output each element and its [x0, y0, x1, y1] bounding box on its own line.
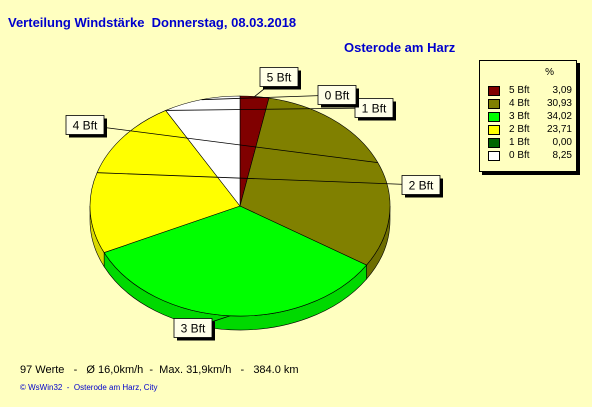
legend-swatch — [488, 151, 500, 161]
pie-slices — [89, 95, 391, 317]
legend-item-5-bft: 5 Bft 3,09 — [488, 85, 572, 97]
legend-label: 5 Bft — [509, 85, 530, 96]
legend-value: 3,09 — [552, 85, 572, 96]
legend-item-3-bft: 3 Bft 34,02 — [488, 111, 572, 123]
location-label: Osterode am Harz — [344, 40, 456, 55]
legend-value: 34,02 — [546, 111, 572, 122]
legend-item-1-bft: 1 Bft 0,00 — [488, 137, 572, 149]
slice-label-text: 0 Bft — [325, 89, 350, 103]
slice-label-text: 3 Bft — [181, 322, 206, 336]
chart-title: Verteilung Windstärke Donnerstag, 08.03.… — [8, 15, 297, 30]
legend-label: 2 Bft — [509, 124, 530, 135]
legend-label: 3 Bft — [509, 111, 530, 122]
legend-item-2-bft: 2 Bft 23,71 — [488, 124, 572, 136]
slice-label-3-bft: 3 Bft — [173, 318, 215, 341]
legend-label: 1 Bft — [509, 137, 530, 148]
legend-header: % — [545, 67, 554, 78]
label-leader-lines — [84, 76, 422, 329]
legend-value: 30,93 — [546, 98, 572, 109]
slice-label-4-bft: 4 Bft — [65, 115, 107, 138]
slice-label-1-bft: 1 Bft — [354, 98, 396, 121]
slice-label-2-bft: 2 Bft — [401, 175, 443, 198]
legend-swatch — [488, 86, 500, 96]
chart-legend: % 5 Bft 3,09 4 Bft 30,93 3 Bft 34,02 2 Bft 23,7… — [479, 60, 577, 172]
summary-stats: 97 Werte - Ø 16,0km/h - Max. 31,9km/h - … — [20, 364, 299, 376]
legend-value: 0,00 — [552, 137, 572, 148]
slice-label-0-bft: 0 Bft — [317, 85, 359, 108]
slice-label-text: 1 Bft — [362, 102, 387, 116]
leader-line-4-bft — [84, 124, 378, 164]
slice-label-text: 4 Bft — [73, 119, 98, 133]
leader-line-2-bft — [97, 172, 422, 186]
leader-line-0-bft — [201, 94, 338, 101]
slice-label-text: 2 Bft — [409, 179, 434, 193]
legend-swatch — [488, 99, 500, 109]
software-credit: © WsWin32 - Osterode am Harz, City — [20, 383, 158, 392]
legend-swatch — [488, 125, 500, 135]
legend-item-4-bft: 4 Bft 30,93 — [488, 98, 572, 110]
legend-item-0-bft: 0 Bft 8,25 — [488, 150, 572, 162]
leader-line-1-bft — [165, 107, 375, 111]
legend-value: 8,25 — [552, 150, 572, 161]
slice-labels: 5 Bft 4 Bft 3 Bft 2 Bft 1 Bft 0 Bft — [65, 67, 443, 341]
legend-label: 4 Bft — [509, 98, 530, 109]
legend-value: 23,71 — [546, 124, 572, 135]
slice-label-5-bft: 5 Bft — [259, 67, 301, 90]
legend-swatch — [488, 138, 500, 148]
legend-label: 0 Bft — [509, 150, 530, 161]
legend-swatch — [488, 112, 500, 122]
slice-label-text: 5 Bft — [267, 71, 292, 85]
